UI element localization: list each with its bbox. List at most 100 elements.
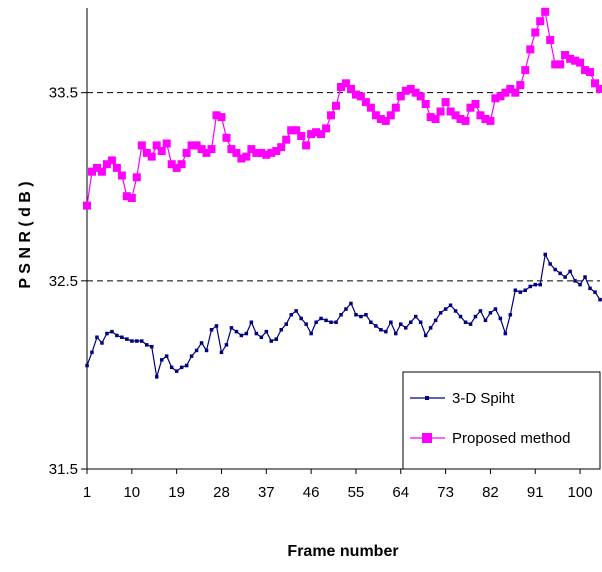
x-tick-label-11: 100 [568,484,593,501]
y-axis-title: P S N R ( d B ) [17,181,34,288]
point-1-44 [302,141,311,150]
x-tick-label-3: 28 [213,484,230,501]
point-0-95 [558,271,562,276]
point-0-50 [334,320,338,324]
point-1-15 [157,147,166,155]
point-1-96 [561,51,570,59]
point-0-56 [364,313,368,317]
series-0 [85,252,602,379]
point-1-32 [242,152,251,161]
point-1-13 [147,152,156,161]
y-tick-labels: 31.5 32.5 33.5 [49,85,78,478]
point-1-48 [322,124,331,133]
point-1-40 [282,135,291,144]
point-1-6 [112,163,121,172]
gridlines [87,92,600,282]
point-1-54 [352,90,360,99]
x-tick-label-0: 1 [83,484,91,501]
series-line-1 [86,9,601,206]
point-0-53 [349,301,353,306]
point-0-85 [508,313,513,317]
point-0-102 [593,290,597,294]
point-0-33 [249,320,254,324]
x-tick-label-7: 64 [392,484,409,501]
point-1-2 [93,163,101,172]
point-1-63 [396,92,405,101]
x-tick-label-1: 10 [123,484,140,501]
point-1-41 [287,126,296,135]
point-1-20 [182,148,191,157]
point-0-29 [229,326,234,330]
point-1-29 [227,145,236,154]
point-1-66 [411,88,420,97]
point-1-98 [571,56,580,65]
point-1-68 [421,100,430,108]
point-0-44 [304,322,308,326]
point-0-69 [428,326,433,330]
point-0-83 [498,316,503,321]
point-0-6 [115,333,119,338]
point-0-82 [493,307,498,311]
point-0-68 [423,333,428,338]
point-0-103 [598,297,602,302]
point-1-94 [551,60,560,69]
point-0-98 [573,279,577,283]
y-tick-label-0: 31.5 [49,461,78,478]
x-tick-label-10: 91 [527,484,544,501]
point-1-59 [376,115,385,123]
point-0-32 [244,331,249,336]
point-1-57 [366,103,375,112]
point-0-43 [299,316,303,321]
point-0-76 [463,320,468,324]
series-1 [83,7,602,210]
point-1-27 [217,113,226,122]
point-1-73 [446,107,455,116]
point-1-93 [546,36,555,44]
point-1-84 [501,88,510,97]
point-0-61 [389,320,393,324]
point-1-69 [426,113,435,122]
point-0-81 [488,311,493,315]
point-0-19 [179,365,184,370]
point-1-16 [162,139,171,148]
point-0-97 [568,269,572,274]
point-1-33 [247,145,256,154]
point-0-41 [289,313,293,317]
point-0-66 [414,314,418,319]
x-tick-labels: 1 10 19 28 37 46 55 64 73 82 91 100 [83,484,593,501]
point-0-23 [199,341,204,345]
point-1-36 [262,150,271,159]
point-0-60 [384,329,388,334]
point-0-30 [234,329,239,334]
point-1-8 [122,192,131,201]
point-0-7 [120,335,124,339]
point-0-12 [145,343,149,347]
y-tick-label-1: 32.5 [49,273,78,290]
point-0-45 [309,331,313,336]
point-1-61 [386,111,395,120]
point-0-40 [284,322,288,326]
point-0-54 [354,313,358,317]
point-1-28 [222,133,231,142]
point-1-22 [192,141,201,150]
point-1-74 [451,111,460,120]
point-0-26 [214,324,219,328]
point-1-65 [406,84,415,93]
point-1-103 [596,84,602,93]
x-tick-label-8: 73 [437,484,454,501]
legend-label-proposed: Proposed method [452,430,570,447]
point-0-58 [374,324,378,328]
point-1-45 [307,130,316,139]
point-1-24 [202,148,211,157]
point-1-77 [466,103,475,112]
point-0-74 [453,309,458,313]
legend-box [402,371,601,470]
point-1-3 [97,167,106,176]
legend-label-3d-spiht: 3-D Spiht [452,390,515,407]
point-0-27 [219,350,224,355]
point-1-70 [431,115,440,123]
point-0-37 [269,339,273,343]
point-1-18 [172,163,181,172]
point-1-88 [521,66,530,75]
